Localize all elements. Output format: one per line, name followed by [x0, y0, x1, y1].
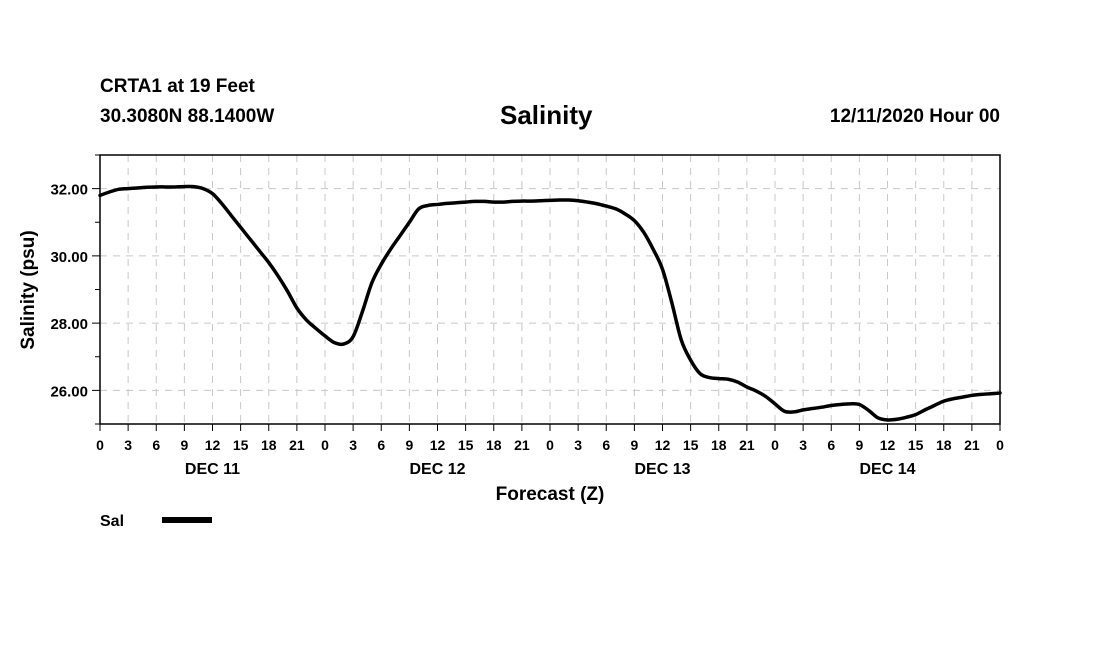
y-tick-label: 28.00	[50, 316, 88, 333]
x-tick-label: 18	[936, 437, 952, 453]
x-tick-label: 21	[739, 437, 755, 453]
x-tick-label: 3	[799, 437, 807, 453]
x-tick-label: 6	[377, 437, 385, 453]
axis-labels: 0 3 6 9 12 15 18 21 0 3 6 9 12 15 18 21 0 3 6 9 12 15 18 21 0 3 6 9…	[50, 182, 1004, 478]
grid-lines	[100, 155, 1000, 424]
x-tick-label: 18	[261, 437, 277, 453]
x-tick-label: 9	[855, 437, 863, 453]
x-tick-label: 15	[908, 437, 924, 453]
x-tick-label: 15	[233, 437, 249, 453]
x-axis-title: Forecast (Z)	[496, 484, 605, 505]
y-tick-label: 32.00	[50, 182, 88, 199]
series-line-sal	[98, 184, 1002, 422]
x-tick-label: 18	[486, 437, 502, 453]
x-tick-label: 12	[205, 437, 221, 453]
chart-title: Salinity	[500, 100, 593, 130]
x-tick-label: 3	[349, 437, 357, 453]
x-tick-label: 12	[880, 437, 896, 453]
x-tick-label: 12	[430, 437, 446, 453]
x-tick-label: 0	[546, 437, 554, 453]
x-tick-label: 0	[321, 437, 329, 453]
day-label: DEC 14	[859, 461, 915, 478]
x-tick-label: 3	[574, 437, 582, 453]
x-tick-label: 15	[458, 437, 474, 453]
x-tick-label: 9	[180, 437, 188, 453]
x-tick-label: 0	[771, 437, 779, 453]
day-label: DEC 11	[185, 461, 240, 478]
axis-ticks	[92, 154, 1001, 431]
x-tick-label: 15	[683, 437, 699, 453]
x-tick-label: 0	[996, 437, 1004, 453]
x-tick-label: 6	[827, 437, 835, 453]
legend-label-sal: Sal	[100, 513, 124, 530]
x-tick-label: 21	[964, 437, 980, 453]
x-tick-label: 9	[405, 437, 413, 453]
x-tick-label: 0	[96, 437, 104, 453]
x-tick-label: 21	[289, 437, 305, 453]
day-label: DEC 13	[634, 461, 690, 478]
day-label: DEC 12	[409, 461, 465, 478]
y-tick-label: 30.00	[50, 249, 88, 266]
y-tick-label: 26.00	[50, 383, 88, 400]
datetime-label: 12/11/2020 Hour 00	[829, 106, 1000, 127]
x-tick-label: 6	[152, 437, 160, 453]
x-tick-label: 18	[711, 437, 727, 453]
x-tick-label: 3	[124, 437, 132, 453]
x-tick-label: 9	[630, 437, 638, 453]
x-tick-label: 21	[514, 437, 530, 453]
x-tick-label: 6	[602, 437, 610, 453]
location-label: 30.3080N 88.1400W	[100, 106, 275, 127]
station-label: CRTA1 at 19 Feet	[100, 76, 255, 97]
y-axis-title: Salinity (psu)	[18, 230, 39, 349]
series-layer	[98, 184, 1002, 422]
legend: Sal	[100, 513, 212, 530]
x-tick-label: 12	[655, 437, 671, 453]
